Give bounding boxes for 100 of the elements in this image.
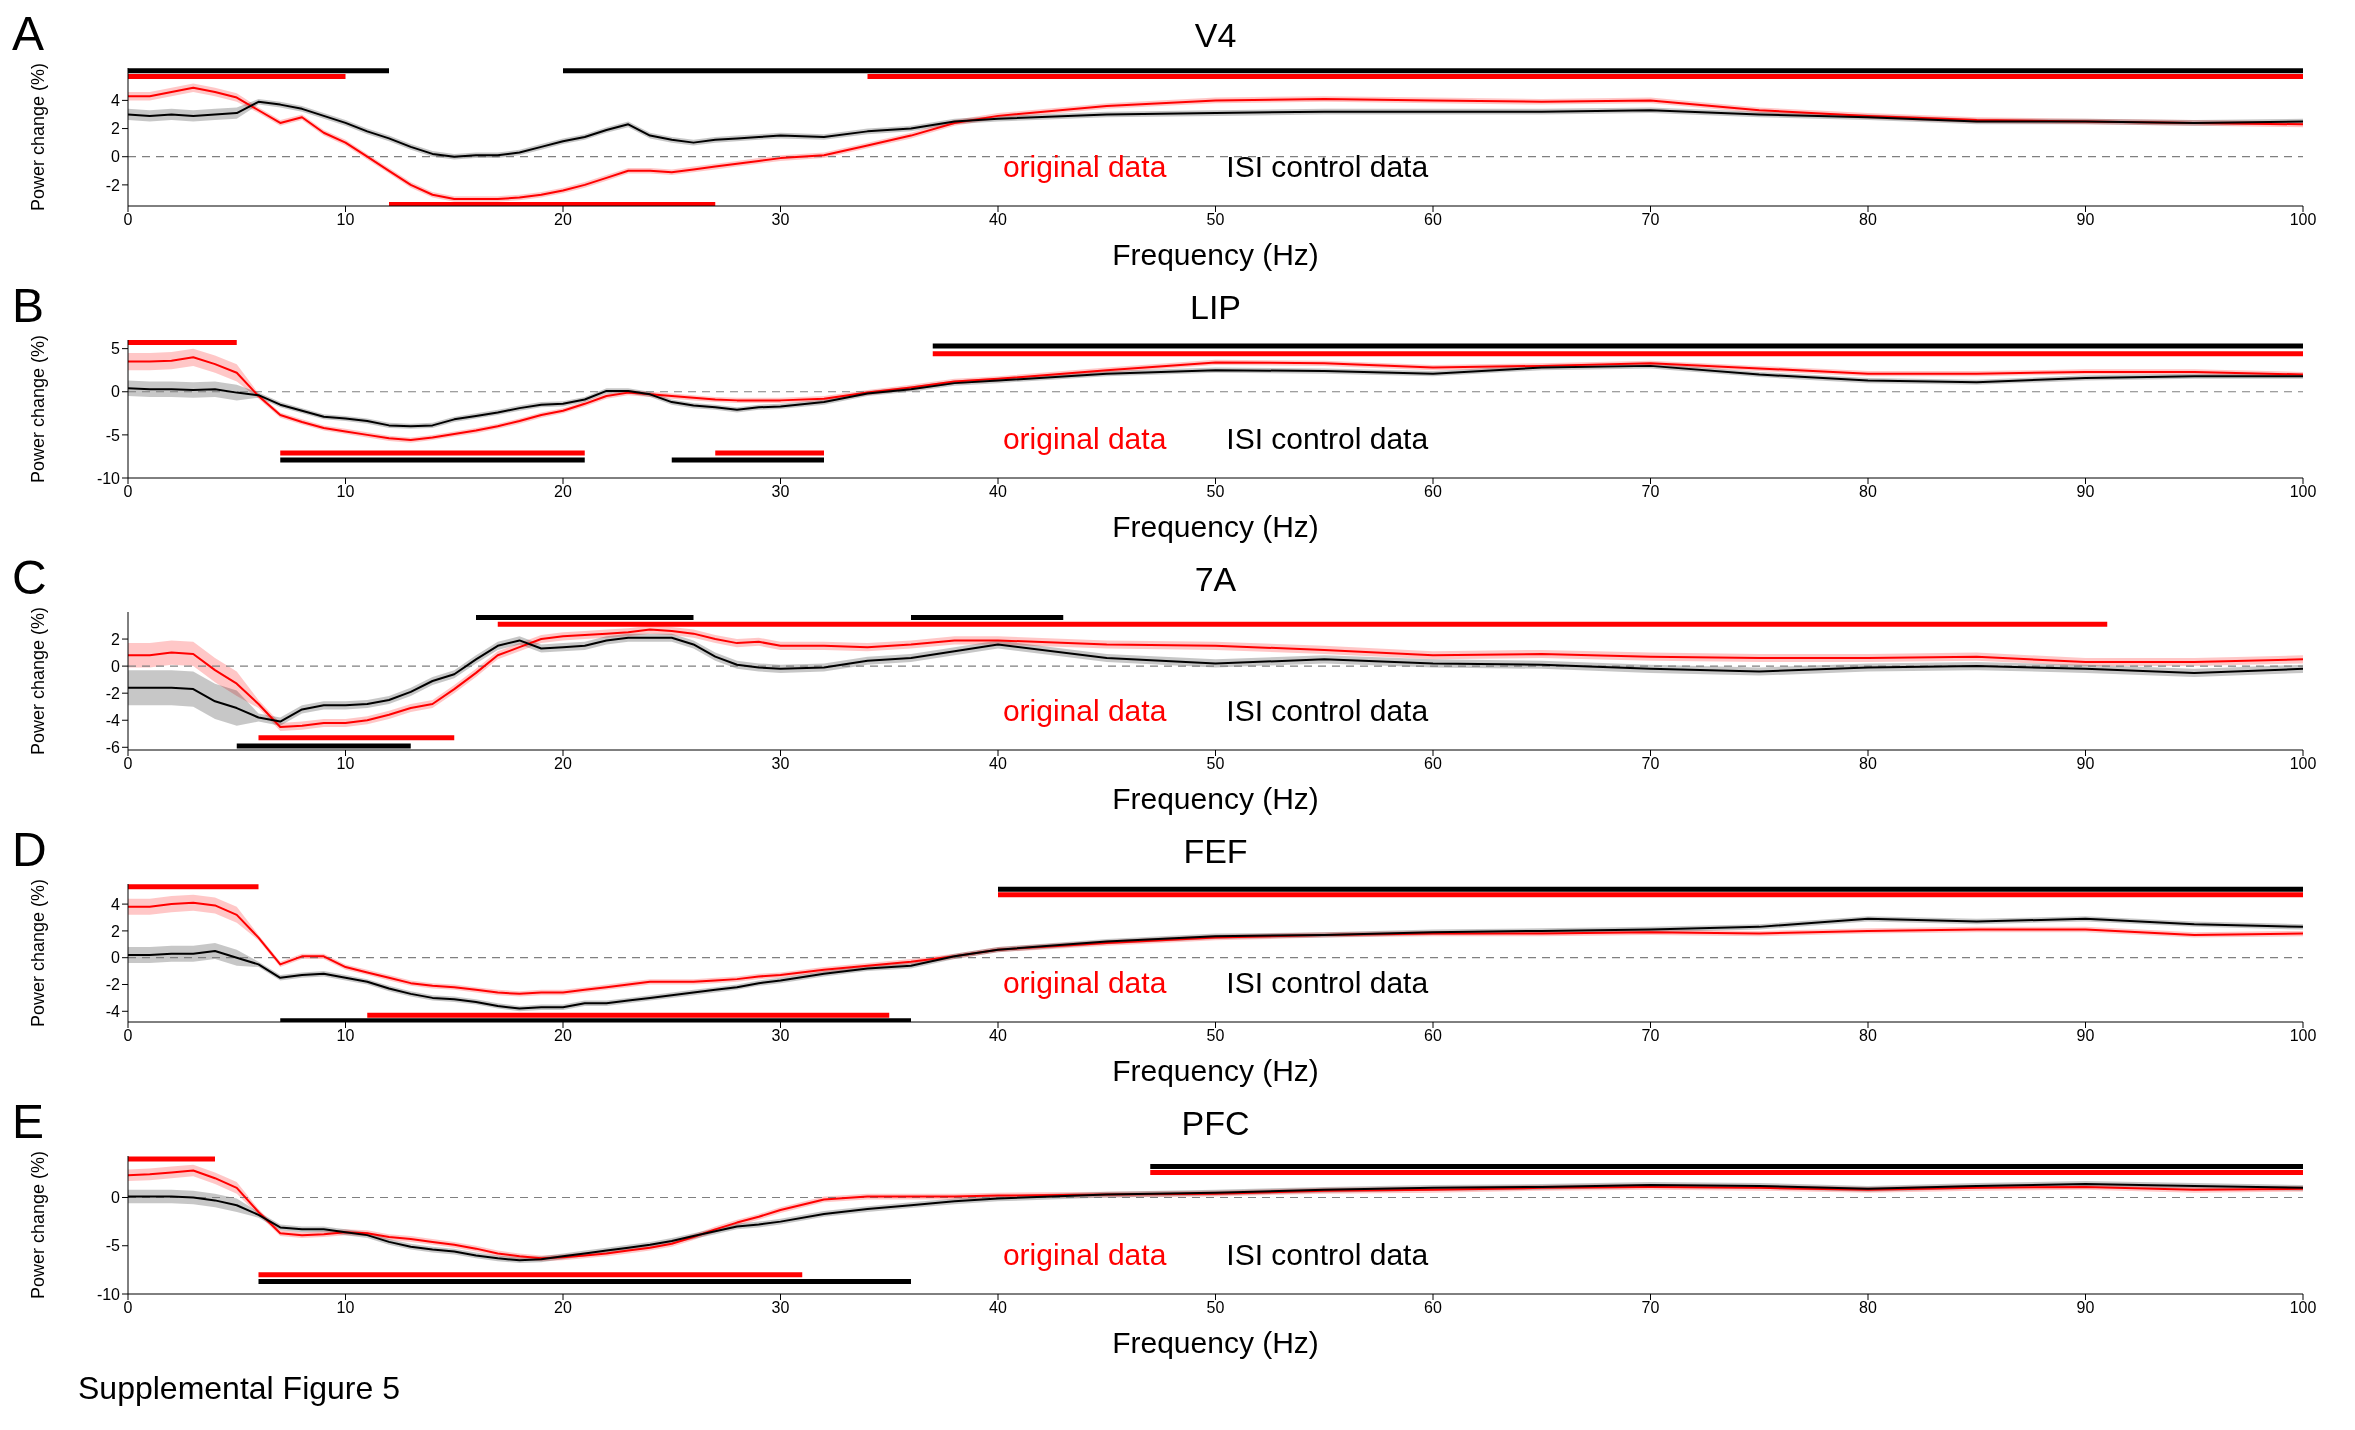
x-tick-label: 80 xyxy=(1859,755,1877,773)
x-tick-label: 100 xyxy=(2289,211,2317,229)
y-tick-label: -6 xyxy=(105,738,121,756)
y-tick-label: 2 xyxy=(111,630,121,648)
x-tick-label: 50 xyxy=(1206,1027,1225,1045)
x-tick-label: 90 xyxy=(2076,483,2095,501)
x-tick-label: 10 xyxy=(336,211,355,229)
text: B xyxy=(12,279,45,332)
series-label: ISI control data xyxy=(1226,422,1429,456)
series-label: ISI control data xyxy=(1226,1238,1429,1272)
x-tick-label: 0 xyxy=(123,1027,133,1045)
x-tick-label: 40 xyxy=(989,211,1007,229)
x-tick-label: 80 xyxy=(1859,211,1877,229)
x-tick-label: 100 xyxy=(2289,1027,2317,1045)
x-tick-label: 50 xyxy=(1206,1299,1225,1317)
x-tick-label: 90 xyxy=(2076,1027,2095,1045)
y-tick-label: -5 xyxy=(105,1237,121,1255)
chart-title: 7A xyxy=(1193,560,1238,599)
y-tick-label: -10 xyxy=(96,1285,121,1303)
x-tick-label: 80 xyxy=(1859,483,1877,501)
x-axis-title: Frequency (Hz) xyxy=(1111,238,1320,272)
y-axis-title: Power change (%) xyxy=(27,62,49,212)
x-tick-label: 50 xyxy=(1206,483,1225,501)
chart-title: FEF xyxy=(1182,832,1249,871)
y-tick-label: 0 xyxy=(111,148,121,166)
series-label: original data xyxy=(1002,694,1167,728)
chart-title: PFC xyxy=(1180,1104,1251,1143)
y-axis-title: Power change (%) xyxy=(27,1150,49,1300)
x-axis-title: Frequency (Hz) xyxy=(1111,1326,1320,1360)
x-tick-label: 40 xyxy=(989,483,1007,501)
x-tick-label: 30 xyxy=(771,1299,790,1317)
y-tick-label: 2 xyxy=(111,120,121,138)
y-axis-title: Power change (%) xyxy=(27,606,49,756)
y-axis-title: Power change (%) xyxy=(27,878,49,1028)
x-tick-label: 100 xyxy=(2289,755,2317,773)
y-tick-label: -2 xyxy=(105,176,121,194)
y-tick-label: -4 xyxy=(105,711,121,729)
x-tick-label: 90 xyxy=(2076,1299,2095,1317)
y-tick-label: -4 xyxy=(105,1002,121,1020)
x-tick-label: 70 xyxy=(1641,483,1660,501)
text: A xyxy=(12,7,45,60)
text: D xyxy=(12,823,47,876)
y-axis-title: Power change (%) xyxy=(27,334,49,484)
x-tick-label: 40 xyxy=(989,1299,1007,1317)
x-tick-label: 70 xyxy=(1641,1027,1660,1045)
x-tick-label: 100 xyxy=(2289,483,2317,501)
x-tick-label: 30 xyxy=(771,211,790,229)
x-tick-label: 20 xyxy=(554,755,572,773)
x-tick-label: 60 xyxy=(1424,1027,1442,1045)
y-tick-label: 0 xyxy=(111,949,121,967)
x-tick-label: 10 xyxy=(336,1027,355,1045)
series-label: ISI control data xyxy=(1226,694,1429,728)
x-tick-label: 10 xyxy=(336,483,355,501)
series-label: original data xyxy=(1002,422,1167,456)
y-tick-label: 2 xyxy=(111,922,121,940)
x-tick-label: 50 xyxy=(1206,755,1225,773)
x-tick-label: 90 xyxy=(2076,755,2095,773)
series-label: ISI control data xyxy=(1226,150,1429,184)
x-tick-label: 50 xyxy=(1206,211,1225,229)
y-tick-label: 0 xyxy=(111,657,121,675)
x-tick-label: 20 xyxy=(554,1299,572,1317)
y-tick-label: -2 xyxy=(105,684,121,702)
series-label: original data xyxy=(1002,1238,1167,1272)
text: E xyxy=(12,1095,45,1148)
x-tick-label: 80 xyxy=(1859,1027,1877,1045)
x-tick-label: 60 xyxy=(1424,211,1442,229)
x-tick-label: 0 xyxy=(123,755,133,773)
x-tick-label: 100 xyxy=(2289,1299,2317,1317)
x-tick-label: 70 xyxy=(1641,755,1660,773)
x-axis-title: Frequency (Hz) xyxy=(1111,1054,1320,1088)
series-label: original data xyxy=(1002,150,1167,184)
y-tick-label: 0 xyxy=(111,1189,121,1207)
x-axis-title: Frequency (Hz) xyxy=(1111,782,1320,816)
text: C xyxy=(12,551,47,604)
y-tick-label: 4 xyxy=(111,895,121,913)
y-tick-label: -2 xyxy=(105,976,121,994)
chart-title: LIP xyxy=(1188,288,1242,327)
y-tick-label: -5 xyxy=(105,426,121,444)
x-tick-label: 60 xyxy=(1424,483,1442,501)
x-tick-label: 80 xyxy=(1859,1299,1877,1317)
text: Supplemental Figure 5 xyxy=(78,1370,400,1407)
y-tick-label: 5 xyxy=(111,340,121,358)
series-label: ISI control data xyxy=(1226,966,1429,1000)
series-label: original data xyxy=(1002,966,1167,1000)
x-tick-label: 40 xyxy=(989,755,1007,773)
x-tick-label: 20 xyxy=(554,483,572,501)
x-axis-title: Frequency (Hz) xyxy=(1111,510,1320,544)
y-tick-label: -10 xyxy=(96,469,121,487)
x-tick-label: 0 xyxy=(123,1299,133,1317)
y-tick-label: 0 xyxy=(111,383,121,401)
x-tick-label: 90 xyxy=(2076,211,2095,229)
x-tick-label: 30 xyxy=(771,1027,790,1045)
x-tick-label: 60 xyxy=(1424,1299,1442,1317)
x-tick-label: 60 xyxy=(1424,755,1442,773)
x-tick-label: 10 xyxy=(336,1299,355,1317)
x-tick-label: 70 xyxy=(1641,1299,1660,1317)
y-tick-label: 4 xyxy=(111,92,121,110)
x-tick-label: 0 xyxy=(123,483,133,501)
x-tick-label: 40 xyxy=(989,1027,1007,1045)
x-tick-label: 10 xyxy=(336,755,355,773)
